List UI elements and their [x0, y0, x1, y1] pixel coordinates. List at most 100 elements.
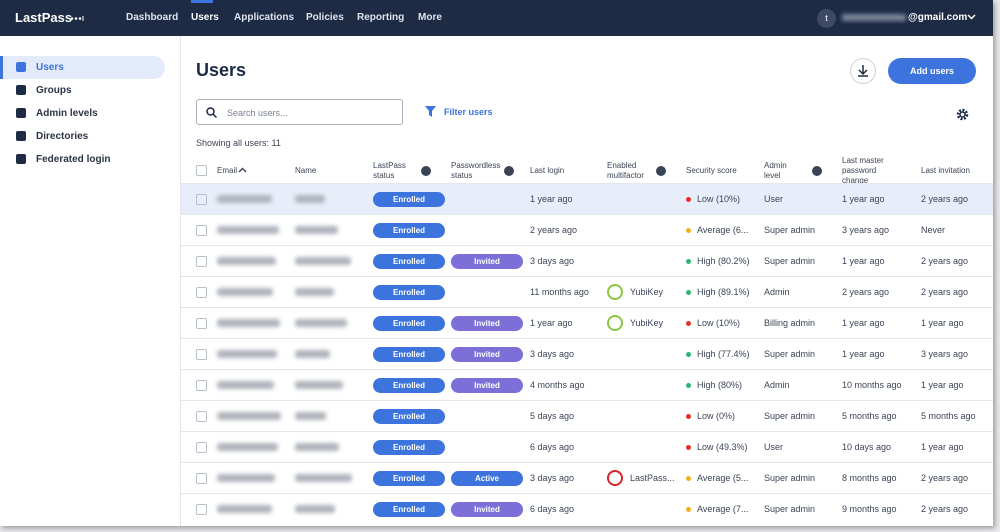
column-header[interactable]: Enabled multifactor [607, 161, 644, 180]
last-login: 5 days ago [530, 411, 575, 421]
row-checkbox[interactable] [196, 473, 207, 484]
row-checkbox[interactable] [196, 411, 207, 422]
nav-item[interactable]: Reporting [357, 12, 405, 23]
table-row[interactable]: Enrolled Invited 3 days ago High (80.2%) Sup… [181, 245, 993, 276]
sidebar-label: Federated login [36, 154, 111, 165]
score-dot [686, 352, 691, 357]
mfa-method: LastPass... [630, 473, 675, 483]
row-checkbox[interactable] [196, 318, 207, 329]
last-password-change: 10 months ago [842, 380, 902, 390]
security-score: Low (10%) [697, 194, 741, 204]
table-row[interactable]: Enrolled Invited 6 days ago Average (7... Su… [181, 493, 993, 524]
score-dot [686, 414, 691, 419]
table-row[interactable]: Enrolled 1 year ago Low (10%) User 1 year ag… [181, 183, 993, 214]
avatar[interactable]: t [817, 9, 836, 28]
lastpass-status: Enrolled [373, 254, 445, 269]
sidebar-icon [16, 154, 26, 164]
active-bar [0, 56, 3, 79]
nav-item[interactable]: More [418, 12, 442, 23]
last-password-change: 1 year ago [842, 256, 885, 266]
passwordless-status: Invited [451, 378, 523, 393]
help-icon [421, 166, 431, 176]
sidebar-icon [16, 131, 26, 141]
table-row[interactable]: Enrolled Invited 1 year ago YubiKey Low (10%… [181, 307, 993, 338]
last-login: 11 months ago [530, 287, 589, 297]
sidebar-item[interactable]: Users [0, 56, 165, 79]
lastpass-status: Enrolled [373, 378, 445, 393]
select-all-checkbox[interactable] [196, 165, 207, 176]
security-score: Low (49.3%) [697, 442, 748, 452]
last-login: 2 years ago [530, 225, 578, 235]
name-redacted [295, 350, 330, 358]
add-users-button[interactable]: Add users [888, 58, 976, 84]
sidebar-item[interactable]: Directories [0, 125, 165, 148]
column-header[interactable]: LastPass status [373, 161, 406, 180]
passwordless-status: Invited [451, 347, 523, 362]
sort-asc[interactable] [238, 167, 247, 173]
sidebar-item[interactable]: Federated login [0, 148, 165, 171]
mfa-method: YubiKey [630, 318, 664, 328]
admin-level: Super admin [764, 473, 816, 483]
nav-item[interactable]: Applications [234, 12, 295, 23]
last-password-change: 5 months ago [842, 411, 897, 421]
column-header[interactable]: Security score [686, 166, 737, 175]
table-row[interactable]: Enrolled 6 days ago Low (49.3%) User 10 days… [181, 431, 993, 462]
email-redacted [217, 350, 277, 358]
table-row[interactable]: Enrolled 5 days ago Low (0%) Super admin 5 m… [181, 400, 993, 431]
row-checkbox[interactable] [196, 349, 207, 360]
row-checkbox[interactable] [196, 287, 207, 298]
name-redacted [295, 257, 351, 265]
score-dot [686, 259, 691, 264]
name-redacted [295, 505, 335, 513]
last-password-change: 8 months ago [842, 473, 897, 483]
page-title: Users [196, 60, 247, 80]
row-checkbox[interactable] [196, 256, 207, 267]
nav-item[interactable]: Policies [306, 12, 344, 23]
last-password-change: 10 days ago [842, 442, 892, 452]
nav-item[interactable]: Dashboard [126, 12, 179, 23]
name-redacted [295, 288, 334, 296]
column-header[interactable]: Email [217, 166, 238, 175]
table-row[interactable]: Enrolled Active 3 days ago LastPass... Avera… [181, 462, 993, 493]
email-redacted [217, 257, 276, 265]
table-row[interactable]: Enrolled 2 years ago Average (6... Super ad… [181, 214, 993, 245]
lastpass-status: Enrolled [373, 502, 445, 517]
brand[interactable]: LastPass [15, 10, 73, 25]
sidebar-item[interactable]: Groups [0, 79, 165, 102]
column-header[interactable]: Last master password change [842, 156, 884, 185]
column-header[interactable]: Passwordless status [451, 161, 501, 180]
download-button[interactable] [850, 58, 876, 84]
search-box[interactable]: Search users... [196, 99, 403, 125]
sidebar-icon [16, 85, 26, 95]
row-checkbox[interactable] [196, 442, 207, 453]
email-redacted [217, 226, 279, 234]
security-score: Average (5... [697, 473, 749, 483]
row-checkbox[interactable] [196, 504, 207, 515]
admin-level: Super admin [764, 225, 816, 235]
row-checkbox[interactable] [196, 225, 207, 236]
table-row[interactable]: Enrolled Invited 4 months ago High (80%) Adm… [181, 369, 993, 400]
sidebar-item[interactable]: Admin levels [0, 102, 165, 125]
column-header[interactable]: Last invitation [921, 166, 970, 175]
last-invitation: Never [921, 225, 946, 235]
last-login: 3 days ago [530, 256, 575, 266]
table-row[interactable]: Enrolled 11 months ago YubiKey High (89.1%)… [181, 276, 993, 307]
lastpass-status: Enrolled [373, 316, 445, 331]
sidebar-icon [16, 62, 26, 72]
table-row[interactable]: Enrolled Invited 3 days ago High (77.4%) Sup… [181, 338, 993, 369]
sidebar-label: Users [36, 62, 64, 73]
column-header[interactable]: Admin level [764, 161, 787, 180]
name-redacted [295, 195, 325, 203]
nav-item[interactable]: Users [191, 12, 219, 23]
row-checkbox[interactable] [196, 194, 207, 205]
top-nav: LastPass t @gmail.com Dashboard Users Appl… [0, 0, 993, 36]
settings-icon[interactable] [956, 108, 969, 121]
passwordless-status: Invited [451, 502, 523, 517]
filter-users[interactable]: Filter users [444, 107, 493, 117]
column-header[interactable]: Last login [530, 166, 565, 175]
account-email[interactable]: @gmail.com [908, 12, 968, 23]
brand-dots [70, 16, 84, 21]
help-icon [504, 166, 514, 176]
row-checkbox[interactable] [196, 380, 207, 391]
column-header[interactable]: Name [295, 166, 317, 175]
